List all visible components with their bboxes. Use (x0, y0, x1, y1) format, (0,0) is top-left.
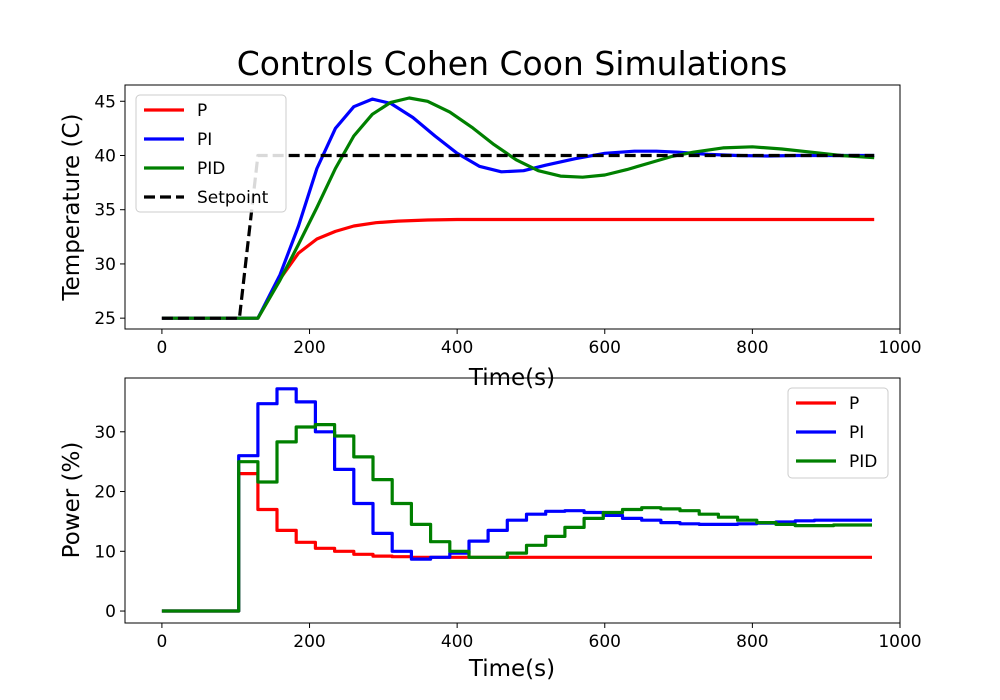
temperature-x-tick-label: 600 (589, 338, 621, 358)
temperature-series-setpoint-line (161, 153, 875, 320)
power-y-tick-label: 0 (105, 602, 116, 622)
power-y-tick-label: 20 (94, 483, 116, 503)
power-x-tick-label: 400 (441, 632, 473, 652)
power-axes-frame (124, 377, 901, 624)
power-x-tick-label: 0 (156, 632, 167, 652)
temperature-x-tick-label: 200 (293, 338, 325, 358)
temperature-y-tick-label: 25 (94, 309, 116, 329)
power-series-pi-line (161, 387, 872, 613)
power-x-ticks: 0 200 400 600 800 1000 (156, 623, 922, 652)
power-y-tick-label: 30 (94, 423, 116, 443)
power-x-axis-label: Time(s) (468, 656, 555, 682)
legend-label-setpoint: Setpoint (197, 188, 269, 208)
temperature-y-ticks: 25 30 35 40 45 (94, 92, 125, 329)
power-y-axis-label: Power (%) (59, 442, 85, 559)
legend-label-pid: PID (849, 452, 877, 472)
legend-label-pid: PID (197, 159, 225, 179)
legend-label-p: P (197, 101, 207, 121)
legend-label-pi: PI (197, 130, 212, 150)
power-plot-area (161, 387, 872, 613)
temperature-legend-box (135, 94, 287, 213)
temperature-y-axis-label: Temperature (C) (59, 113, 85, 301)
power-series-p-line (161, 472, 872, 613)
legend-label-p: P (849, 394, 859, 414)
chart-title: Controls Cohen Coon Simulations (237, 44, 788, 83)
power-y-tick-label: 10 (94, 542, 116, 562)
temperature-y-tick-label: 40 (94, 146, 116, 166)
temperature-x-tick-label: 400 (441, 338, 473, 358)
temperature-y-tick-label: 30 (94, 255, 116, 275)
temperature-x-tick-label: 800 (736, 338, 768, 358)
power-x-tick-label: 800 (736, 632, 768, 652)
power-y-ticks: 0 10 20 30 (94, 423, 125, 622)
power-legend-box (787, 387, 889, 479)
power-legend: P PI PID (787, 387, 889, 479)
power-x-tick-label: 200 (293, 632, 325, 652)
temperature-x-ticks: 0 200 400 600 800 1000 (156, 329, 922, 358)
temperature-x-tick-label: 1000 (878, 338, 921, 358)
power-axes: 0 200 400 600 800 1000 0 10 20 30 Time(s) Power … (59, 377, 922, 682)
temperature-axes-frame (124, 84, 901, 330)
power-series-pid-line (161, 423, 872, 613)
temperature-plot-area (161, 96, 875, 320)
temperature-legend: P PI PID Setpoint (135, 94, 287, 213)
legend-label-pi: PI (849, 423, 864, 443)
power-x-tick-label: 1000 (878, 632, 921, 652)
temperature-x-tick-label: 0 (156, 338, 167, 358)
temperature-y-tick-label: 45 (94, 92, 116, 112)
temperature-y-tick-label: 35 (94, 201, 116, 221)
temperature-series-p-line (161, 217, 875, 320)
power-x-tick-label: 600 (589, 632, 621, 652)
temperature-series-pid-line (161, 96, 875, 320)
